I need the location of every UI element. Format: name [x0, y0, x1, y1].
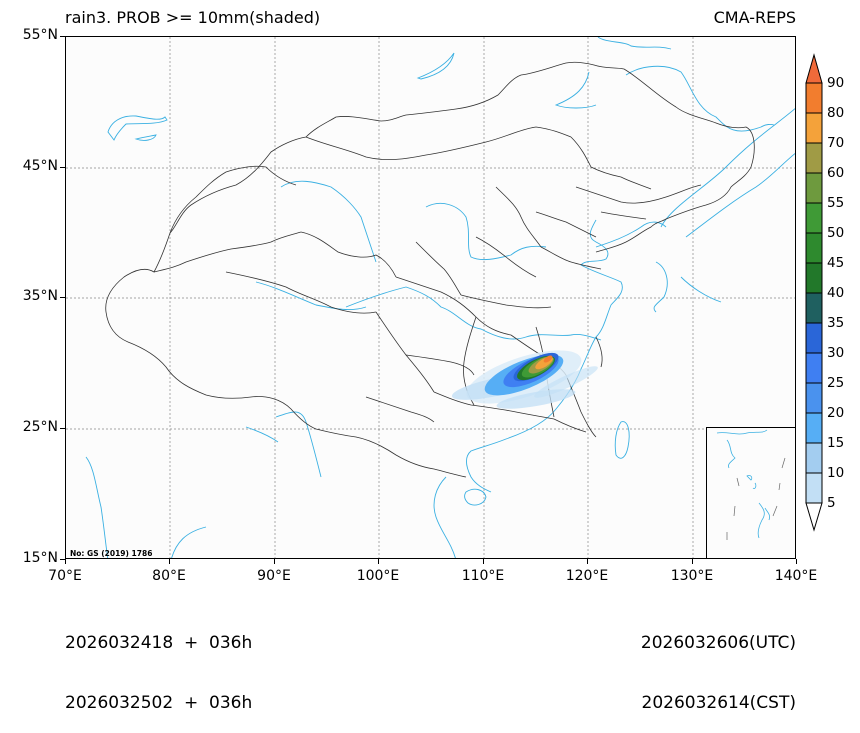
y-label-55n: 55°N [22, 27, 58, 43]
x-tick-110 [483, 559, 484, 564]
valid-time-block: 2026032606(UTC) 2026032614(CST) [641, 593, 796, 733]
x-tick-70 [65, 559, 66, 564]
map-approval-note: No: GS (2019) 1786 [70, 549, 153, 558]
colorbar-label-55: 55 [827, 195, 845, 211]
chart-title: rain3. PROB >= 10mm(shaded) [65, 8, 321, 27]
colorbar [803, 52, 827, 534]
x-label-80e: 80°E [152, 568, 186, 584]
colorbar-label-70: 70 [827, 135, 845, 151]
model-name: CMA-REPS [713, 8, 796, 27]
colorbar-label-40: 40 [827, 285, 845, 301]
colorbar-label-30: 30 [827, 345, 845, 361]
x-label-100e: 100°E [356, 568, 400, 584]
valid-time-utc: 2026032606(UTC) [640, 633, 796, 653]
x-tick-100 [378, 559, 379, 564]
x-tick-130 [692, 559, 693, 564]
colorbar-label-50: 50 [827, 225, 845, 241]
colorbar-label-5: 5 [827, 495, 836, 511]
graticule [66, 37, 795, 558]
y-tick-55 [60, 36, 65, 37]
x-label-70e: 70°E [48, 568, 82, 584]
colorbar-label-45: 45 [827, 255, 845, 271]
x-label-110e: 110°E [461, 568, 505, 584]
colorbar-label-20: 20 [827, 405, 845, 421]
colorbar-label-60: 60 [827, 165, 845, 181]
political-borders [105, 61, 755, 478]
colorbar-graphic [805, 53, 823, 532]
colorbar-label-90: 90 [827, 75, 845, 91]
y-tick-35 [60, 297, 65, 298]
x-tick-80 [169, 559, 170, 564]
x-label-130e: 130°E [670, 568, 714, 584]
y-tick-45 [60, 167, 65, 168]
colorbar-label-10: 10 [827, 465, 845, 481]
coastlines-rivers [85, 37, 795, 558]
x-tick-140 [796, 559, 797, 564]
colorbar-label-35: 35 [827, 315, 845, 331]
map-panel: No: GS (2019) 1786 [65, 36, 796, 559]
y-label-35n: 35°N [22, 288, 58, 304]
colorbar-label-80: 80 [827, 105, 845, 121]
init-time-utc: 2026032418 + 036h [65, 633, 253, 653]
colorbar-extend-min [805, 502, 823, 532]
south-china-sea-inset [706, 427, 796, 559]
init-time-block: 2026032418 + 036h 2026032502 + 036h [65, 593, 252, 733]
x-label-140e: 140°E [774, 568, 818, 584]
colorbar-label-15: 15 [827, 435, 845, 451]
x-label-90e: 90°E [257, 568, 291, 584]
precipitation-probability-shading [451, 350, 598, 409]
x-label-120e: 120°E [565, 568, 609, 584]
map-canvas [66, 37, 795, 558]
x-tick-90 [274, 559, 275, 564]
y-label-25n: 25°N [22, 419, 58, 435]
init-time-cst: 2026032502 + 036h [65, 693, 253, 713]
colorbar-label-25: 25 [827, 375, 845, 391]
x-tick-120 [587, 559, 588, 564]
y-tick-15 [60, 559, 65, 560]
y-label-15n: 15°N [22, 550, 58, 566]
inset-map [716, 429, 786, 540]
valid-time-cst: 2026032614(CST) [641, 693, 796, 713]
colorbar-extend-max [805, 53, 823, 84]
y-tick-25 [60, 428, 65, 429]
y-label-45n: 45°N [22, 158, 58, 174]
